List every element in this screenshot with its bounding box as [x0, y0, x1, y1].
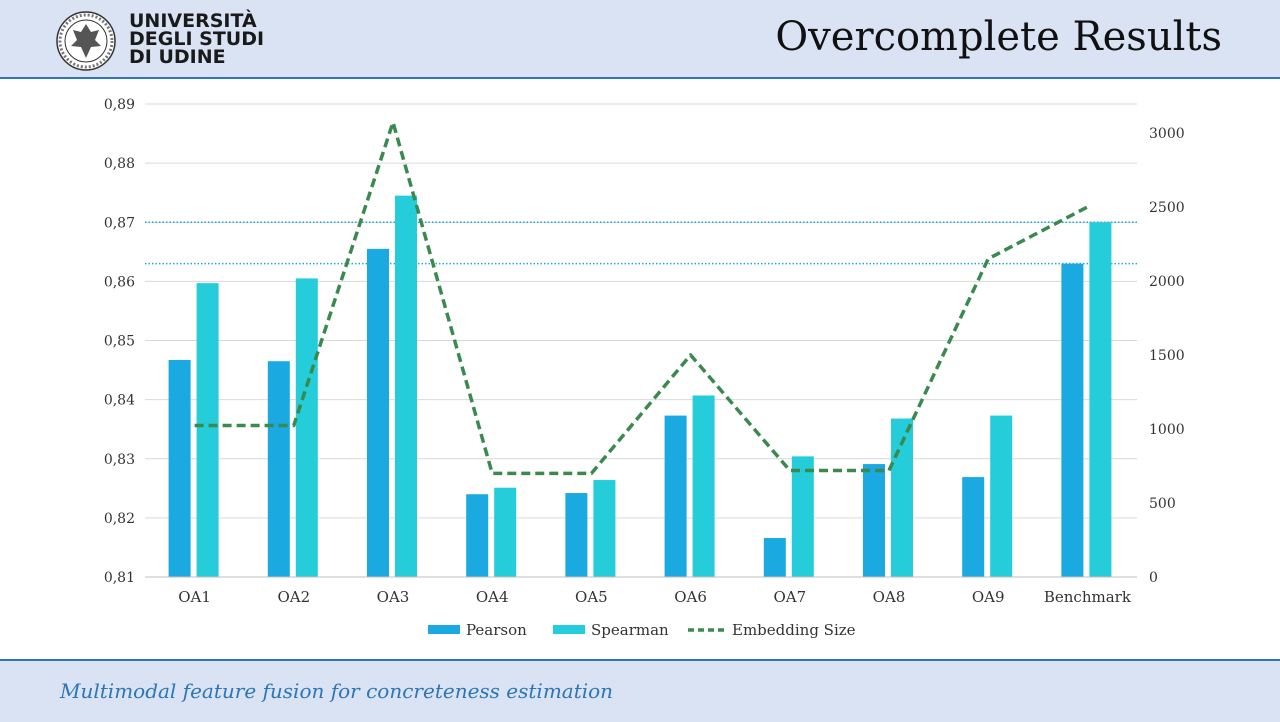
- x-tick-label: OA2: [277, 588, 310, 606]
- slide-title: Overcomplete Results: [775, 14, 1222, 60]
- y-tick-label: 0,85: [104, 334, 135, 350]
- bar-spearman: [395, 195, 417, 578]
- x-tick-label: OA9: [972, 588, 1005, 606]
- bar-pearson: [763, 537, 786, 577]
- x-tick-label: OA4: [476, 588, 509, 606]
- y2-tick-label: 0: [1149, 570, 1158, 586]
- y-tick-label: 0,89: [104, 97, 135, 113]
- bar-pearson: [1061, 263, 1084, 577]
- bar-pearson: [466, 494, 489, 577]
- y2-tick-label: 500: [1149, 496, 1176, 512]
- bar-spearman: [494, 487, 517, 577]
- x-tick-label: OA6: [674, 588, 707, 606]
- y-tick-label: 0,86: [104, 274, 135, 290]
- y-tick-label: 0,88: [104, 156, 135, 172]
- line-embedding-size: [194, 120, 1089, 476]
- x-tick-label: OA3: [377, 588, 410, 606]
- bar-pearson: [168, 360, 191, 577]
- x-tick-label: OA8: [873, 588, 906, 606]
- university-seal-icon: [56, 11, 116, 71]
- y-tick-label: 0,87: [104, 215, 135, 231]
- y2-tick-label: 2500: [1149, 200, 1185, 216]
- x-tick-label: OA7: [773, 588, 806, 606]
- bar-pearson: [565, 493, 588, 577]
- y2-tick-label: 1500: [1149, 348, 1185, 364]
- legend-label: Embedding Size: [732, 621, 856, 639]
- legend-label: Pearson: [466, 621, 527, 639]
- x-tick-label: Benchmark: [1044, 588, 1132, 606]
- y-tick-label: 0,84: [104, 393, 135, 409]
- bar-spearman: [196, 283, 219, 577]
- bar-pearson: [863, 464, 885, 577]
- bar-spearman: [295, 278, 318, 577]
- slide-header: UNIVERSITÀ DEGLI STUDI DI UDINE Overcomp…: [0, 0, 1280, 79]
- legend-label: Spearman: [591, 621, 669, 639]
- legend-swatch-1: [428, 625, 460, 634]
- y-tick-label: 0,81: [104, 570, 135, 586]
- bar-pearson: [962, 477, 985, 577]
- x-tick-label: OA5: [575, 588, 608, 606]
- slide-footer: Multimodal feature fusion for concretene…: [0, 659, 1280, 722]
- y-tick-label: 0,82: [104, 511, 135, 527]
- legend-swatch-2: [553, 625, 585, 634]
- bar-spearman: [692, 395, 715, 577]
- y2-tick-label: 3000: [1149, 126, 1185, 142]
- bar-pearson: [367, 248, 389, 577]
- y2-tick-label: 1000: [1149, 422, 1185, 438]
- y2-tick-label: 2000: [1149, 274, 1185, 290]
- x-tick-label: OA1: [178, 588, 211, 606]
- y-tick-label: 0,83: [104, 452, 135, 468]
- results-chart: 0,81 0,82 0,83 0,84 0,85 0,86 0,87 0,88 0,89 0 500…: [104, 97, 1185, 639]
- logo-line-2: DEGLI STUDI: [129, 28, 265, 50]
- logo-line-1: UNIVERSITÀ: [129, 10, 257, 32]
- logo-line-3: DI UDINE: [129, 46, 226, 68]
- bar-pearson: [267, 361, 290, 577]
- bar-pearson: [664, 415, 687, 577]
- bar-spearman: [990, 415, 1013, 577]
- bar-spearman: [1089, 222, 1112, 577]
- university-logo-text: UNIVERSITÀ DEGLI STUDI DI UDINE: [129, 10, 265, 68]
- footer-subtitle: Multimodal feature fusion for concretene…: [60, 679, 614, 703]
- bar-spearman: [791, 456, 814, 577]
- bar-spearman: [593, 480, 616, 577]
